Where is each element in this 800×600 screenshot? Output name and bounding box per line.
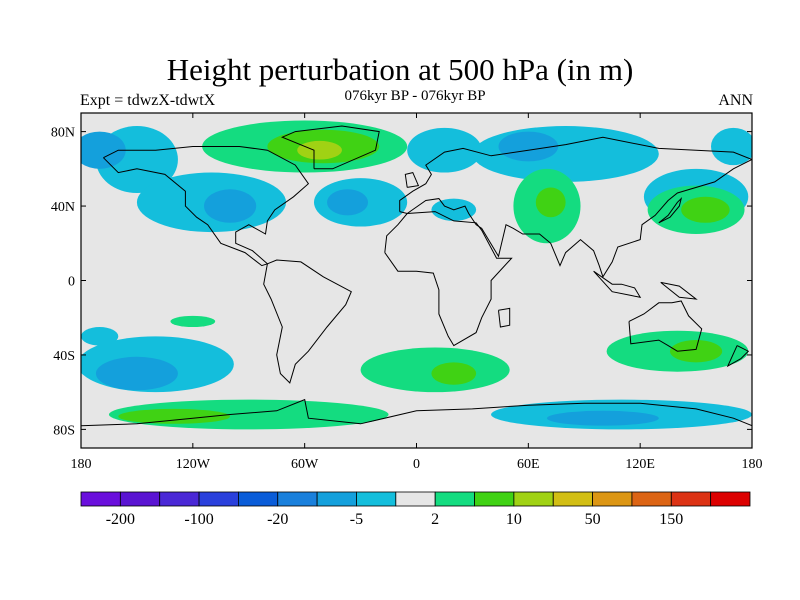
colorbar-label: 2 [431,511,439,528]
colorbar-swatch [80,491,121,507]
colorbar-swatch [592,491,633,507]
contour-sub-20-spacific [95,356,178,391]
contour-sub-20-natlantic [327,189,369,216]
contour-pos-10-southern [118,408,231,424]
coastlines [81,125,752,427]
contour-pos-10-australia [669,340,723,363]
colorbar-label: -200 [106,511,135,528]
colorbar: -200 -100 -20 -5 2 10 50 150 [80,491,751,528]
colorbar-swatch [395,491,436,507]
coastline-south-america [263,259,352,384]
colorbar-swatch [513,491,554,507]
coastline-new-guinea [660,281,698,300]
contour-sub-5-sepacific [81,327,119,346]
plot-subtitle: 076kyr BP - 076kyr BP [344,88,486,104]
coastline-africa [384,211,513,347]
colorbar-label: 10 [506,511,522,528]
colorbar-swatch [474,491,515,507]
colorbar-label: -20 [267,511,288,528]
coastline-indonesia [593,270,642,299]
lon-tick-label: 0 [413,457,420,472]
contour-pos-10-satlantic [431,362,477,385]
coastline-madagascar [498,307,511,328]
coastline-north-america [103,146,310,267]
contour-field [81,120,752,430]
map-axes: 80N 40N 0 40S 80S 180 120W 60W 0 60E 120E 180 [51,113,763,472]
colorbar-swatch [277,491,318,507]
colorbar-label: -5 [350,511,363,528]
plot-title: Height perturbation at 500 hPa (in m) [166,52,634,87]
contour-sub-20-antarctic [546,410,659,426]
coastline-uk [404,172,420,188]
lat-tick-label: 80S [53,423,75,438]
coastline-australia [628,300,703,352]
coastline-japan [658,197,683,224]
map-area [80,112,753,449]
coastline-antarctica [81,398,752,427]
contour-sub-20-siberia [498,131,559,162]
contour-pos-2-southpac [170,315,216,328]
lon-tick-label: 180 [742,457,763,472]
colorbar-swatch [710,491,751,507]
coastline-greenland [281,125,380,170]
colorbar-swatch [316,491,357,507]
colorbar-swatch [552,491,593,507]
colorbar-swatch [119,491,161,507]
contour-sub-5-chukchi [711,127,752,166]
colorbar-label: 50 [585,511,601,528]
colorbar-label: 150 [659,511,683,528]
lon-tick-label: 60E [517,457,540,472]
colorbar-swatch [356,491,397,507]
lat-tick-label: 40S [53,349,75,364]
lat-tick-label: 40N [51,200,75,215]
contour-sub-20-alaska [81,131,126,169]
lat-tick-label: 0 [68,275,75,290]
lon-tick-label: 120E [625,457,655,472]
contour-pos-50-greenland [297,140,342,160]
contour-pos-10-japan [681,196,730,223]
contour-sub-20-npacific [204,189,257,223]
experiment-label: Expt = tdwzX-tdwtX [80,92,216,109]
contour-pos-10-asia [535,187,566,218]
contour-sub-5-europe [407,127,482,173]
lon-tick-label: 60W [291,457,319,472]
coastline-europe-asia [399,136,752,278]
colorbar-label: -100 [184,511,213,528]
colorbar-swatch [434,491,475,507]
colorbar-swatch [631,491,672,507]
season-label: ANN [718,92,753,109]
lon-tick-label: 120W [176,457,211,472]
colorbar-swatch [198,491,239,507]
colorbar-swatch [159,491,200,507]
colorbar-swatch [238,491,279,507]
coastline-new-zealand [726,345,750,368]
lon-tick-label: 180 [71,457,92,472]
colorbar-swatch [670,491,712,507]
lat-tick-label: 80N [51,126,75,141]
